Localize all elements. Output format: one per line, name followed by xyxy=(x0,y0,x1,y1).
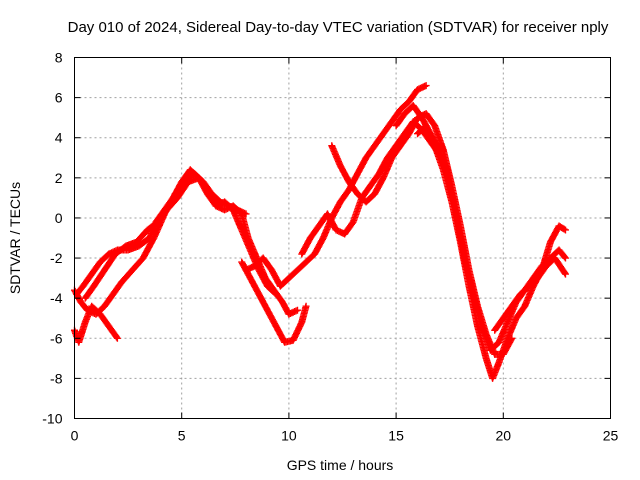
y-tick-label: -10 xyxy=(42,411,62,427)
x-tick-label: 5 xyxy=(178,428,186,444)
data-point xyxy=(561,226,569,234)
data-point xyxy=(560,225,568,233)
series-5 xyxy=(242,82,430,290)
plot-frame xyxy=(74,57,611,419)
y-tick-label: 6 xyxy=(55,90,63,106)
series-6 xyxy=(298,118,452,258)
series-3 xyxy=(81,174,301,318)
series-0 xyxy=(71,170,250,318)
x-tick-labels: 0 5 10 15 20 25 xyxy=(71,428,619,444)
axis-ticks xyxy=(74,57,611,419)
x-tick-label: 20 xyxy=(496,428,512,444)
series-9 xyxy=(414,122,569,382)
y-tick-label: -6 xyxy=(50,330,63,346)
data-point xyxy=(113,334,121,342)
series-10 xyxy=(491,254,569,334)
y-tick-label: -4 xyxy=(50,290,63,306)
data-point xyxy=(561,254,569,262)
data-point xyxy=(293,306,301,314)
series-4 xyxy=(238,258,310,346)
y-tick-label: -8 xyxy=(50,370,63,386)
data-point xyxy=(302,302,310,310)
y-tick-label: 8 xyxy=(55,50,63,66)
chart-title: Day 010 of 2024, Sidereal Day-to-day VTE… xyxy=(68,19,609,36)
series-8 xyxy=(392,102,569,354)
data-markers xyxy=(71,82,569,382)
y-tick-label: -2 xyxy=(50,250,63,266)
y-axis-label: SDTVAR / TECUs xyxy=(7,182,23,294)
y-tick-labels: -10 -8 -6 -4 -2 0 2 4 6 8 xyxy=(42,50,62,427)
x-tick-label: 15 xyxy=(388,428,404,444)
data-point xyxy=(561,253,569,261)
y-tick-label: 4 xyxy=(55,130,63,146)
data-point xyxy=(561,270,569,278)
x-tick-label: 10 xyxy=(281,428,297,444)
data-point xyxy=(113,333,121,341)
series-7 xyxy=(328,110,516,358)
series-1 xyxy=(71,302,121,346)
x-axis-label: GPS time / hours xyxy=(287,457,394,473)
x-tick-label: 0 xyxy=(71,428,79,444)
y-tick-label: 2 xyxy=(55,170,63,186)
data-point xyxy=(422,82,430,90)
x-tick-label: 25 xyxy=(603,428,619,444)
y-tick-label: 0 xyxy=(55,210,63,226)
data-point xyxy=(561,269,569,277)
